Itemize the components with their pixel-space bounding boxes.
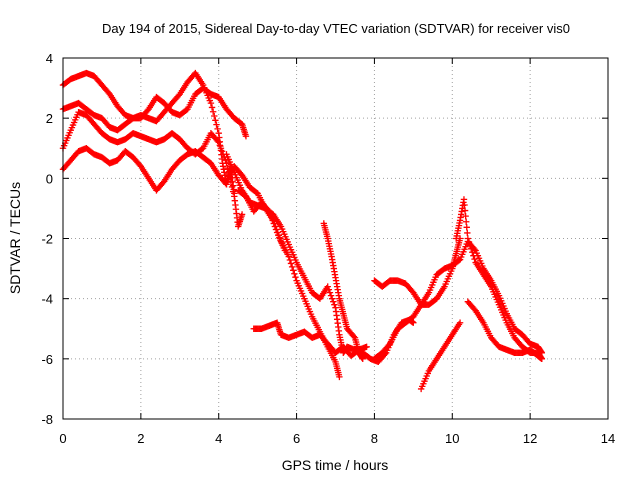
- data-point-marker: [214, 137, 221, 145]
- data-point-marker: [266, 208, 273, 215]
- data-point-marker: [213, 121, 220, 128]
- data-point-marker: [470, 252, 477, 259]
- series-track-k: [371, 238, 546, 363]
- data-point-marker: [215, 139, 222, 146]
- data-point-marker: [324, 283, 331, 290]
- data-point-marker: [224, 164, 231, 172]
- data-point-marker: [327, 292, 335, 299]
- data-point-marker: [291, 270, 298, 277]
- data-point-marker: [461, 207, 469, 214]
- x-tick-label: 12: [523, 431, 537, 446]
- data-point-marker: [216, 142, 224, 149]
- y-tick-label: -4: [41, 292, 53, 307]
- data-point-marker: [281, 247, 289, 254]
- data-point-marker: [269, 217, 276, 224]
- data-point-marker: [265, 206, 272, 214]
- data-point-marker: [267, 211, 274, 218]
- series-track-i: [371, 235, 464, 308]
- data-point-marker: [212, 117, 219, 124]
- data-point-marker: [209, 108, 217, 115]
- series-track-l: [452, 196, 546, 363]
- data-point-marker: [292, 273, 299, 281]
- data-point-marker: [330, 298, 337, 305]
- y-tick-label: 4: [46, 51, 53, 66]
- data-point-marker: [456, 319, 464, 326]
- data-point-marker: [410, 319, 417, 326]
- data-point-marker: [218, 148, 226, 155]
- y-tick-label: 0: [46, 171, 53, 186]
- data-point-marker: [469, 249, 476, 256]
- x-tick-label: 6: [293, 431, 300, 446]
- data-point-marker: [287, 260, 295, 267]
- data-point-marker: [208, 104, 216, 111]
- data-point-marker: [462, 212, 469, 220]
- data-point-marker: [462, 218, 470, 225]
- y-tick-label: -6: [41, 352, 53, 367]
- data-point-marker: [463, 224, 470, 231]
- data-point-marker: [217, 145, 225, 152]
- data-point-marker: [228, 183, 236, 191]
- data-point-marker: [270, 220, 277, 227]
- x-tick-label: 14: [601, 431, 615, 446]
- y-tick-label: 2: [46, 111, 53, 126]
- x-tick-label: 4: [215, 431, 222, 446]
- series-track-m: [464, 298, 546, 363]
- data-point-marker: [359, 355, 366, 363]
- data-point-marker: [211, 112, 218, 120]
- data-point-marker: [538, 355, 546, 363]
- data-point-marker: [326, 289, 334, 296]
- data-point-marker: [325, 286, 333, 293]
- data-point-marker: [336, 373, 343, 381]
- chart-title: Day 194 of 2015, Sidereal Day-to-day VTE…: [102, 21, 570, 36]
- y-tick-label: -8: [41, 412, 53, 427]
- data-point-marker: [460, 196, 468, 203]
- series-track-h: [320, 220, 366, 363]
- data-point-marker: [207, 99, 215, 107]
- data-point-marker: [328, 295, 336, 302]
- data-points: [59, 69, 546, 393]
- data-point-marker: [466, 242, 474, 249]
- data-point-marker: [223, 160, 230, 167]
- y-tick-label: -2: [41, 232, 53, 247]
- x-tick-label: 2: [137, 431, 144, 446]
- data-point-marker: [290, 267, 297, 274]
- x-axis-ticks: 0 2 4 6 8 10 12 14: [59, 58, 615, 446]
- data-point-marker: [464, 229, 471, 237]
- y-axis-label: SDTVAR / TECUs: [7, 182, 23, 294]
- data-point-marker: [271, 223, 279, 230]
- data-point-marker: [268, 214, 275, 221]
- data-point-marker: [331, 301, 338, 308]
- data-point-marker: [286, 256, 294, 264]
- x-tick-label: 0: [59, 431, 66, 446]
- data-point-marker: [242, 133, 250, 140]
- data-point-marker: [467, 245, 475, 253]
- data-point-marker: [350, 333, 358, 340]
- data-point-marker: [455, 257, 463, 264]
- data-point-marker: [238, 211, 246, 218]
- x-axis-label: GPS time / hours: [282, 457, 389, 473]
- data-point-marker: [461, 201, 468, 209]
- y-axis-ticks: -8 -6 -4 -2 0 2 4: [41, 51, 608, 427]
- data-point-marker: [214, 125, 221, 133]
- series-track-f: [234, 187, 289, 254]
- data-point-marker: [385, 341, 393, 349]
- data-point-marker: [229, 188, 237, 195]
- data-point-marker: [363, 343, 370, 350]
- series-track-g: [250, 319, 370, 360]
- data-point-marker: [272, 226, 280, 233]
- data-point-marker: [471, 255, 478, 263]
- series-track-e: [223, 151, 343, 381]
- x-tick-label: 8: [371, 431, 378, 446]
- data-point-marker: [222, 157, 229, 164]
- data-point-marker: [465, 238, 473, 246]
- x-tick-label: 10: [445, 431, 459, 446]
- data-point-marker: [288, 263, 296, 271]
- data-point-marker: [464, 235, 472, 242]
- series-track-j: [417, 319, 464, 393]
- data-point-marker: [285, 253, 292, 260]
- series-track-d: [59, 145, 417, 366]
